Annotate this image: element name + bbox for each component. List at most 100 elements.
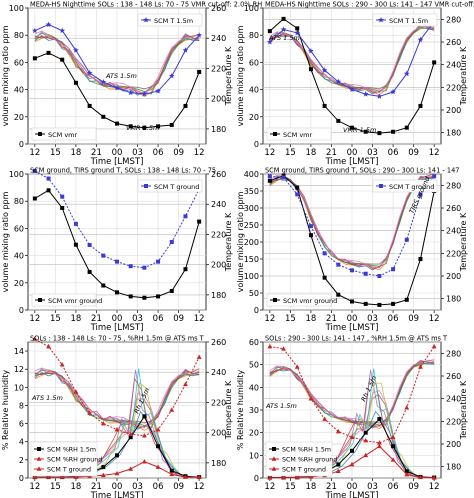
data-point <box>141 433 147 438</box>
y-right-tick-label: 180 <box>446 463 461 472</box>
x-tick-label: 00 <box>112 148 123 158</box>
x-tick-label: 18 <box>71 148 82 158</box>
y-left-tick-label: 0 <box>254 140 259 149</box>
x-tick-label: 21 <box>326 482 337 492</box>
y-left-tick-label: 40 <box>14 252 24 261</box>
data-point <box>156 259 161 264</box>
y-right-tick-label: 260 <box>446 204 461 213</box>
data-point <box>363 430 368 435</box>
legend-box <box>266 293 332 307</box>
y-right-tick-label: 280 <box>446 181 461 190</box>
y-right-tick-label: 220 <box>211 64 226 73</box>
data-point <box>115 453 119 458</box>
data-point <box>404 297 409 302</box>
data-point <box>376 440 382 445</box>
y-right-axis-label: Temperature K <box>224 212 233 272</box>
y-left-tick-label: 100 <box>9 170 24 179</box>
data-point <box>335 428 341 434</box>
annotation-label: ATS 1.5m <box>265 402 297 410</box>
y-left-tick-label: 14 <box>14 347 24 356</box>
data-point <box>350 268 354 273</box>
data-point <box>404 469 409 474</box>
data-point <box>142 125 147 130</box>
data-point <box>73 80 78 85</box>
y-left-tick-label: 80 <box>249 31 259 40</box>
y-left-tick-label: 0 <box>254 306 259 315</box>
x-tick-label: 12 <box>264 148 275 158</box>
data-point <box>128 294 133 299</box>
data-point <box>336 262 341 267</box>
data-point <box>267 343 273 349</box>
x-tick-label: 12 <box>429 482 440 492</box>
data-point <box>432 60 437 65</box>
y-left-tick-label: 100 <box>9 4 24 13</box>
data-point <box>141 91 148 97</box>
data-point <box>308 48 314 54</box>
x-tick-label: 15 <box>285 148 296 158</box>
x-axis-label: Time [LMST] <box>90 157 144 167</box>
data-point <box>267 29 272 34</box>
data-point <box>322 416 328 421</box>
x-tick-label: 00 <box>112 482 123 492</box>
data-point <box>114 427 120 432</box>
y-right-tick-label: 180 <box>211 125 226 134</box>
measured-temperature-line <box>269 359 435 424</box>
data-point <box>349 434 355 439</box>
legend-marker <box>37 447 41 451</box>
y-left-tick-label: 50 <box>249 289 259 298</box>
y-left-tick-label: 40 <box>249 383 259 392</box>
legend-marker <box>38 298 42 302</box>
panel-title: SOLs : 290 - 300 Ls: 141 - 147 , %RH 1.5… <box>265 335 448 343</box>
data-point <box>168 73 175 79</box>
data-point <box>128 124 133 129</box>
x-tick-label: 06 <box>153 148 164 158</box>
data-point <box>404 125 409 130</box>
data-point <box>46 343 51 349</box>
data-point <box>32 474 38 479</box>
x-tick-label: 03 <box>367 482 378 492</box>
data-point <box>73 221 78 226</box>
data-point <box>45 21 52 27</box>
y-left-tick-label: 60 <box>14 224 24 233</box>
y-right-tick-label: 260 <box>446 38 461 47</box>
x-tick-label: 12 <box>29 148 40 158</box>
measured-rh-line <box>76 368 187 477</box>
x-tick-label: 21 <box>91 314 102 324</box>
y-right-tick-label: 260 <box>446 372 461 381</box>
y-right-tick-label: 200 <box>446 272 461 281</box>
legend-marker <box>36 466 42 471</box>
panel-title: MEDA-HS Nighttime SOLs : 290 - 300 Ls: 1… <box>265 1 474 9</box>
x-tick-label: 03 <box>132 314 143 324</box>
data-point <box>169 471 175 477</box>
measured-temperature-line <box>269 361 435 426</box>
y-right-tick-label: 220 <box>211 398 226 407</box>
data-point <box>431 343 437 349</box>
legend-marker <box>273 132 277 136</box>
data-point <box>141 459 147 464</box>
data-point <box>322 275 327 280</box>
x-tick-label: 09 <box>173 482 184 492</box>
data-point <box>183 474 188 479</box>
x-tick-label: 18 <box>306 314 317 324</box>
data-point <box>281 346 286 351</box>
x-tick-label: 12 <box>29 482 40 492</box>
x-tick-label: 15 <box>50 314 61 324</box>
y-right-tick-label: 180 <box>446 295 461 304</box>
x-axis-label: Time [LMST] <box>325 157 379 167</box>
data-point <box>32 56 37 61</box>
data-point <box>308 233 313 238</box>
data-point <box>281 16 286 21</box>
data-point <box>114 470 120 476</box>
legend-marker <box>273 298 277 302</box>
data-point <box>363 271 368 276</box>
x-tick-label: 00 <box>112 314 123 324</box>
measured-rh-line <box>77 382 188 477</box>
data-point <box>128 466 134 471</box>
chart-panel-4: 12 15 18 21 00 03 06 09 12 0 50 100 150 200 250 300 350 4… <box>236 167 468 334</box>
data-point <box>73 389 79 394</box>
data-point <box>155 427 161 432</box>
x-tick-label: 15 <box>285 314 296 324</box>
data-point <box>169 468 174 473</box>
data-point <box>432 174 437 179</box>
